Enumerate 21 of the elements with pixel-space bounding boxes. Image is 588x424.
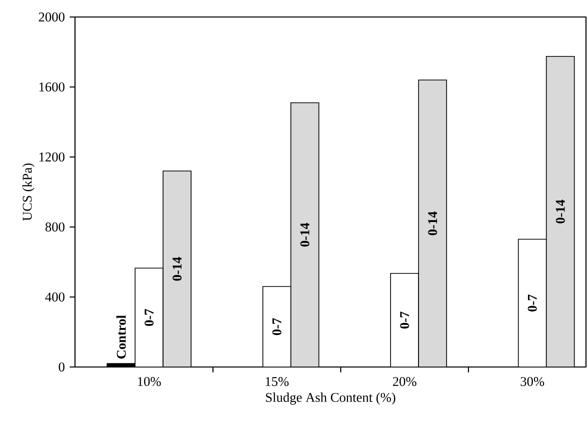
text: Control xyxy=(116,315,126,359)
text: 0-7 xyxy=(528,294,537,312)
x-tick-label: 20% xyxy=(392,377,416,386)
y-tick-label: 400 xyxy=(45,292,64,302)
x-tick-label: 10% xyxy=(138,377,161,386)
x-tick-label: 15% xyxy=(266,377,289,386)
text: 0-7 xyxy=(400,312,410,329)
y-axis-title: UCS (kPa) xyxy=(22,164,34,221)
text: 0-14 xyxy=(556,200,565,224)
y-tick-label: 1600 xyxy=(39,82,64,92)
series-label: 0-14 xyxy=(300,222,310,247)
y-tick-label: 1200 xyxy=(39,152,64,162)
text: 0-14 xyxy=(172,257,182,281)
series-label: 0-7 xyxy=(272,318,282,336)
text: 0-7 xyxy=(144,308,154,326)
y-tick-label: 0 xyxy=(58,362,64,372)
text: 0-14 xyxy=(428,212,438,236)
y-tick-label: 2000 xyxy=(38,12,64,22)
x-axis-title: Sludge Ash Content (%) xyxy=(266,392,396,405)
x-tick-label: 30% xyxy=(520,377,544,386)
y-tick-label: 800 xyxy=(45,222,64,232)
